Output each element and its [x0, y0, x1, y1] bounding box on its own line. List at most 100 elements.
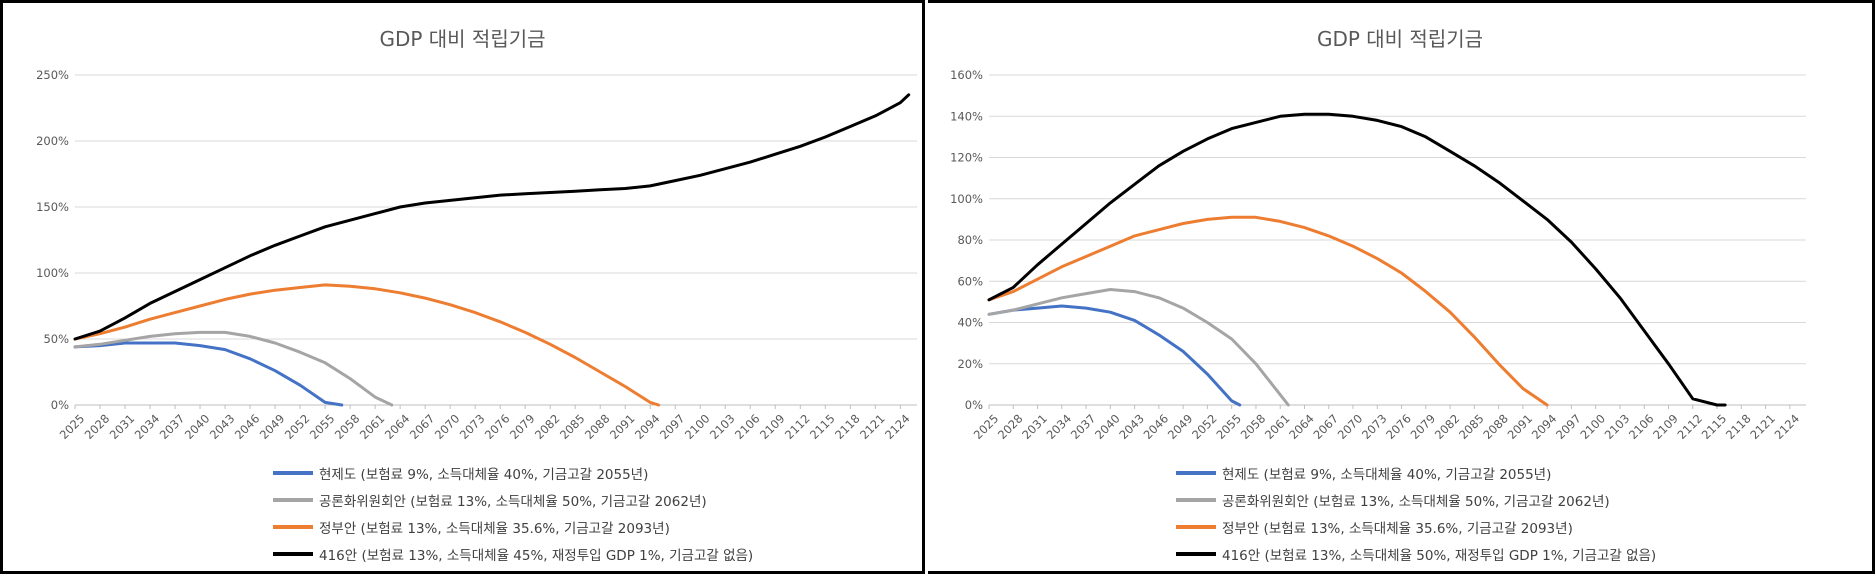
x-tick-label: 2025: [971, 411, 1002, 442]
x-tick-label: 2088: [582, 411, 613, 442]
series-line-1: [73, 330, 394, 407]
legend-label: 정부안 (보험료 13%, 소득대체율 35.6%, 기금고갈 2093년): [319, 520, 670, 537]
y-tick-label: 150%: [36, 200, 69, 214]
x-tick-label: 2034: [1044, 411, 1075, 442]
x-tick-label: 2046: [1141, 411, 1172, 442]
legend-item: 정부안 (보험료 13%, 소득대체율 35.6%, 기금고갈 2093년): [273, 513, 753, 540]
x-tick-label: 2058: [1238, 411, 1269, 442]
legend-swatch: [1176, 551, 1216, 556]
x-tick-label: 2067: [1310, 411, 1341, 442]
x-tick-label: 2052: [282, 411, 313, 442]
x-tick-label: 2094: [632, 411, 663, 442]
x-tick-label: 2043: [207, 411, 238, 442]
x-tick-label: 2031: [1019, 411, 1050, 442]
x-tick-label: 2091: [1505, 411, 1536, 442]
x-tick-label: 2055: [1213, 411, 1244, 442]
legend-item: 공론화위원회안 (보험료 13%, 소득대체율 50%, 기금고갈 2062년): [1176, 486, 1656, 513]
x-tick-label: 2106: [732, 411, 763, 442]
legend-label: 공론화위원회안 (보험료 13%, 소득대체율 50%, 기금고갈 2062년): [319, 493, 707, 510]
x-tick-label: 2049: [1165, 411, 1196, 442]
x-tick-label: 2088: [1480, 411, 1511, 442]
x-tick-label: 2064: [382, 411, 413, 442]
legend-item: 416안 (보험료 13%, 소득대체율 45%, 재정투입 GDP 1%, 기…: [273, 540, 753, 567]
y-tick-label: 160%: [950, 68, 983, 82]
series-line-2: [73, 283, 661, 407]
legend-swatch: [273, 497, 313, 502]
legend-swatch: [273, 470, 313, 475]
x-tick-label: 2049: [257, 411, 288, 442]
legend-swatch: [273, 551, 313, 556]
y-tick-label: 100%: [36, 266, 69, 280]
x-tick-label: 2025: [57, 411, 88, 442]
x-tick-label: 2082: [1432, 411, 1463, 442]
x-tick-label: 2055: [307, 411, 338, 442]
x-tick-label: 2046: [232, 411, 263, 442]
series-line-0: [987, 304, 1242, 407]
legend-swatch: [273, 524, 313, 529]
x-tick-label: 2037: [157, 411, 188, 442]
x-tick-label: 2028: [82, 411, 113, 442]
series-line-1: [987, 288, 1290, 407]
x-tick-label: 2058: [332, 411, 363, 442]
legend-swatch: [1176, 470, 1216, 475]
legend-swatch: [1176, 497, 1216, 502]
series-line-3: [987, 112, 1727, 407]
legend-item: 공론화위원회안 (보험료 13%, 소득대체율 50%, 기금고갈 2062년): [273, 486, 753, 513]
x-tick-label: 2034: [132, 411, 163, 442]
x-tick-label: 2043: [1116, 411, 1147, 442]
x-tick-label: 2124: [882, 411, 913, 442]
y-tick-label: 200%: [36, 134, 69, 148]
x-tick-label: 2085: [557, 411, 588, 442]
y-tick-label: 100%: [950, 192, 983, 206]
x-tick-label: 2112: [1674, 411, 1705, 442]
x-tick-label: 2094: [1529, 411, 1560, 442]
x-tick-label: 2037: [1068, 411, 1099, 442]
chart-legend: 현제도 (보험료 9%, 소득대체율 40%, 기금고갈 2055년) 공론화위원…: [273, 459, 753, 567]
x-tick-label: 2040: [182, 411, 213, 442]
chart-plot: 0% 50% 100% 150% 200% 250% 2025202820312034203…: [36, 68, 917, 442]
x-tick-label: 2031: [107, 411, 138, 442]
chart-title: GDP 대비 적립기금: [1316, 27, 1484, 51]
y-tick-label: 40%: [957, 316, 983, 330]
x-tick-label: 2061: [1262, 411, 1293, 442]
y-tick-label: 0%: [965, 398, 983, 412]
legend-label: 416안 (보험료 13%, 소득대체율 50%, 재정투입 GDP 1%, 기…: [1222, 547, 1657, 564]
chart-panel-right: GDP 대비 적립기금 0% 20% 40% 60% 80% 100% 120% 140% 16…: [928, 0, 1875, 574]
x-tick-label: 2109: [757, 411, 788, 442]
series-line-2: [987, 215, 1549, 407]
x-tick-label: 2082: [532, 411, 563, 442]
y-tick-label: 120%: [950, 151, 983, 165]
x-tick-label: 2118: [1723, 411, 1754, 442]
y-tick-label: 0%: [51, 398, 69, 412]
x-tick-label: 2073: [457, 411, 488, 442]
chart-plot: 0%20%40%60%80%100%120%140%160%2025202820…: [950, 68, 1806, 442]
legend-label: 416안 (보험료 13%, 소득대체율 45%, 재정투입 GDP 1%, 기…: [319, 547, 754, 564]
series-line-0: [73, 341, 344, 407]
y-tick-label: 140%: [950, 109, 983, 123]
x-tick-label: 2091: [607, 411, 638, 442]
x-tick-label: 2121: [857, 411, 888, 442]
x-tick-label: 2064: [1286, 411, 1317, 442]
legend-item: 현제도 (보험료 9%, 소득대체율 40%, 기금고갈 2055년): [1176, 459, 1656, 486]
x-tick-label: 2073: [1359, 411, 1390, 442]
x-tick-label: 2100: [1577, 411, 1608, 442]
y-tick-label: 60%: [957, 274, 983, 288]
x-tick-label: 2109: [1650, 411, 1681, 442]
x-tick-label: 2103: [1602, 411, 1633, 442]
chart-panel-left: GDP 대비 적립기금 0% 50% 100% 150% 200% 250% 2025 202…: [0, 0, 925, 574]
legend-item: 현제도 (보험료 9%, 소득대체율 40%, 기금고갈 2055년): [273, 459, 753, 486]
chart-legend: 현제도 (보험료 9%, 소득대체율 40%, 기금고갈 2055년) 공론화위원…: [1176, 459, 1656, 567]
x-tick-label: 2061: [357, 411, 388, 442]
x-tick-label: 2097: [657, 411, 688, 442]
legend-item: 정부안 (보험료 13%, 소득대체율 35.6%, 기금고갈 2093년): [1176, 513, 1656, 540]
x-tick-label: 2124: [1772, 411, 1803, 442]
x-tick-label: 2118: [832, 411, 863, 442]
legend-label: 현제도 (보험료 9%, 소득대체율 40%, 기금고갈 2055년): [319, 466, 649, 483]
x-tick-label: 2115: [1699, 411, 1730, 442]
x-tick-label: 2079: [1408, 411, 1439, 442]
x-tick-label: 2079: [507, 411, 538, 442]
x-tick-label: 2052: [1189, 411, 1220, 442]
x-tick-label: 2076: [1383, 411, 1414, 442]
x-tick-label: 2067: [407, 411, 438, 442]
legend-label: 현제도 (보험료 9%, 소득대체율 40%, 기금고갈 2055년): [1222, 466, 1552, 483]
